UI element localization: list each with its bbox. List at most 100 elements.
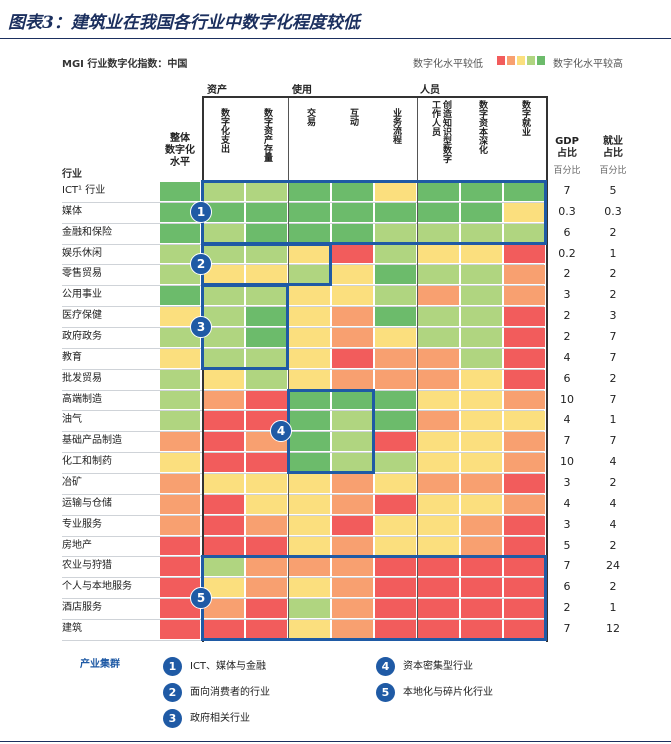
heatmap-cell bbox=[375, 307, 416, 327]
cluster-legend-badge: 3 bbox=[163, 709, 182, 728]
employment-share-value: 2 bbox=[609, 267, 617, 281]
row-separator bbox=[62, 577, 544, 579]
heatmap-cell bbox=[375, 411, 416, 431]
heatmap-cell-overall bbox=[160, 515, 200, 535]
heatmap-cell bbox=[418, 411, 459, 431]
gdp-share-value: 0.2 bbox=[558, 246, 576, 260]
cluster-legend-badge: 2 bbox=[163, 683, 182, 702]
heatmap-cell bbox=[504, 494, 545, 514]
row-separator bbox=[62, 306, 544, 308]
heatmap-cell bbox=[375, 244, 416, 264]
gdp-share-value: 6 bbox=[563, 371, 571, 385]
overall-header-line: 数字化 bbox=[165, 145, 195, 156]
heatmap-cell bbox=[418, 328, 459, 347]
row-label: 零售贸易 bbox=[62, 268, 102, 280]
heatmap-cell bbox=[461, 453, 502, 473]
gdp-share-value: 2 bbox=[563, 601, 571, 615]
row-separator bbox=[62, 514, 544, 516]
heatmap-cell bbox=[332, 390, 373, 410]
row-separator bbox=[62, 452, 544, 454]
heatmap-cell bbox=[375, 369, 416, 389]
heatmap-cell bbox=[332, 578, 373, 598]
heatmap-cell bbox=[289, 223, 330, 243]
heatmap-cell bbox=[203, 515, 244, 535]
row-separator bbox=[62, 264, 544, 266]
employment-share-value: 2 bbox=[609, 538, 617, 552]
gdp-share-value: 10 bbox=[560, 392, 574, 406]
row-separator bbox=[62, 619, 544, 621]
gdp-share-value: 2 bbox=[563, 309, 571, 323]
heatmap-cell bbox=[203, 411, 244, 431]
heatmap-cell bbox=[504, 265, 545, 285]
cluster-legend-badge: 4 bbox=[376, 657, 395, 676]
heatmap-cell bbox=[418, 307, 459, 327]
row-label: 酒店服务 bbox=[62, 602, 102, 614]
gdp-header-line: GDP bbox=[555, 136, 579, 147]
legend-swatch bbox=[507, 56, 515, 65]
heatmap-cell bbox=[375, 620, 416, 639]
heatmap-cell bbox=[461, 557, 502, 577]
heatmap-cell bbox=[504, 390, 545, 410]
heatmap-cell bbox=[332, 557, 373, 577]
heatmap-cell-overall bbox=[160, 307, 200, 327]
heatmap-cell bbox=[375, 223, 416, 243]
row-label: 建筑 bbox=[62, 623, 82, 635]
group-label-usage: 使用 bbox=[292, 85, 312, 96]
row-label: 个人与本地服务 bbox=[62, 581, 132, 593]
heatmap-cell bbox=[203, 557, 244, 577]
heatmap-cell bbox=[418, 557, 459, 577]
heatmap-cell-overall bbox=[160, 494, 200, 514]
row-label: 教育 bbox=[62, 351, 82, 363]
heatmap-cell bbox=[203, 536, 244, 556]
heatmap-cell-overall bbox=[160, 536, 200, 556]
row-separator bbox=[62, 410, 544, 412]
heatmap-cell bbox=[461, 474, 502, 493]
row-separator bbox=[62, 598, 544, 600]
row-label: 房地产 bbox=[62, 539, 92, 551]
row-label: 油气 bbox=[62, 414, 82, 426]
heatmap-cell bbox=[246, 223, 287, 243]
heatmap-cell bbox=[504, 202, 545, 222]
heatmap-cell bbox=[504, 578, 545, 598]
gdp-share-value: 0.3 bbox=[558, 204, 576, 218]
heatmap-cell bbox=[418, 432, 459, 452]
heatmap-cell bbox=[461, 286, 502, 306]
row-separator bbox=[62, 347, 544, 349]
column-label: 业务流程 bbox=[391, 108, 401, 144]
heatmap-cell bbox=[504, 557, 545, 577]
heatmap-cell bbox=[203, 244, 244, 264]
heatmap-cell bbox=[375, 348, 416, 368]
heatmap-cell bbox=[289, 202, 330, 222]
heatmap-cell bbox=[418, 578, 459, 598]
heatmap-cell bbox=[461, 307, 502, 327]
gdp-share-value: 2 bbox=[563, 267, 571, 281]
heatmap-cell bbox=[504, 182, 545, 201]
heatmap-cell-overall bbox=[160, 223, 200, 243]
heatmap-cell bbox=[418, 494, 459, 514]
heatmap-cell bbox=[375, 182, 416, 201]
row-separator bbox=[62, 535, 544, 537]
employment-share-value: 3 bbox=[609, 309, 617, 323]
cluster-legend-label: 资本密集型行业 bbox=[403, 661, 473, 672]
cluster-legend-badge: 5 bbox=[376, 683, 395, 702]
cluster-box bbox=[201, 242, 332, 287]
employment-unit: 百分比 bbox=[599, 166, 627, 176]
row-header: 行业 bbox=[62, 169, 82, 180]
heatmap-cell bbox=[289, 286, 330, 306]
heatmap-cell bbox=[332, 265, 373, 285]
cluster-legend-label: ICT、媒体与金融 bbox=[190, 661, 267, 672]
row-label: 基础产品制造 bbox=[62, 435, 122, 447]
gdp-share-value: 7 bbox=[563, 559, 571, 573]
heatmap-cell bbox=[461, 536, 502, 556]
heatmap-cell bbox=[332, 453, 373, 473]
header-top-line bbox=[202, 96, 548, 98]
gdp-share-value: 4 bbox=[563, 350, 571, 364]
heatmap-cell bbox=[461, 599, 502, 619]
heatmap-cell bbox=[418, 265, 459, 285]
heatmap-cell bbox=[246, 182, 287, 201]
heatmap-cell bbox=[332, 474, 373, 493]
employment-share-value: 0.3 bbox=[604, 204, 622, 218]
row-label: 政府政务 bbox=[62, 331, 102, 343]
employment-share-value: 1 bbox=[609, 413, 617, 427]
title-rule bbox=[0, 38, 671, 39]
